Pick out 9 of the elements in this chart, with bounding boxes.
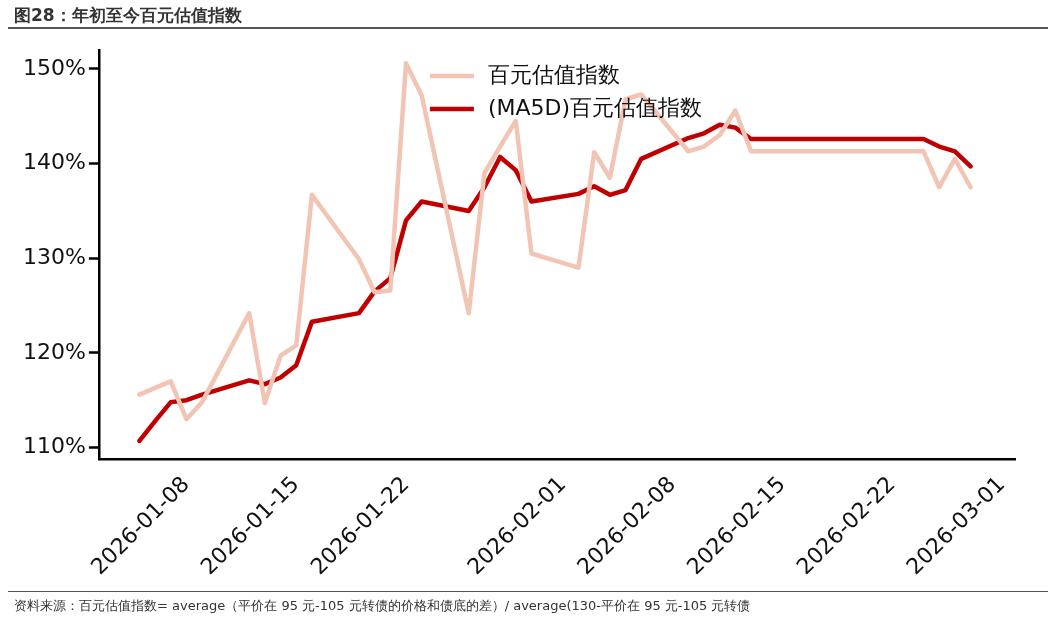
y-tick-label: 110% bbox=[22, 433, 86, 459]
y-tick-label: 150% bbox=[22, 54, 86, 80]
legend-label: 百元估值指数 bbox=[487, 61, 620, 87]
text: 资料来源：百元估值指数= average（平价在 95 元-105 元转债的价格和债底的差）/ average(130-平价在 95 元-105 元转债 bbox=[14, 597, 751, 615]
legend-label: (MA5D)百元估值指数 bbox=[487, 94, 703, 120]
y-tick-label: 120% bbox=[22, 338, 86, 364]
y-tick-label: 140% bbox=[22, 149, 86, 175]
chart-title: 图28：年初至今百元估值指数 bbox=[14, 4, 242, 27]
y-tick-label: 130% bbox=[22, 243, 86, 269]
